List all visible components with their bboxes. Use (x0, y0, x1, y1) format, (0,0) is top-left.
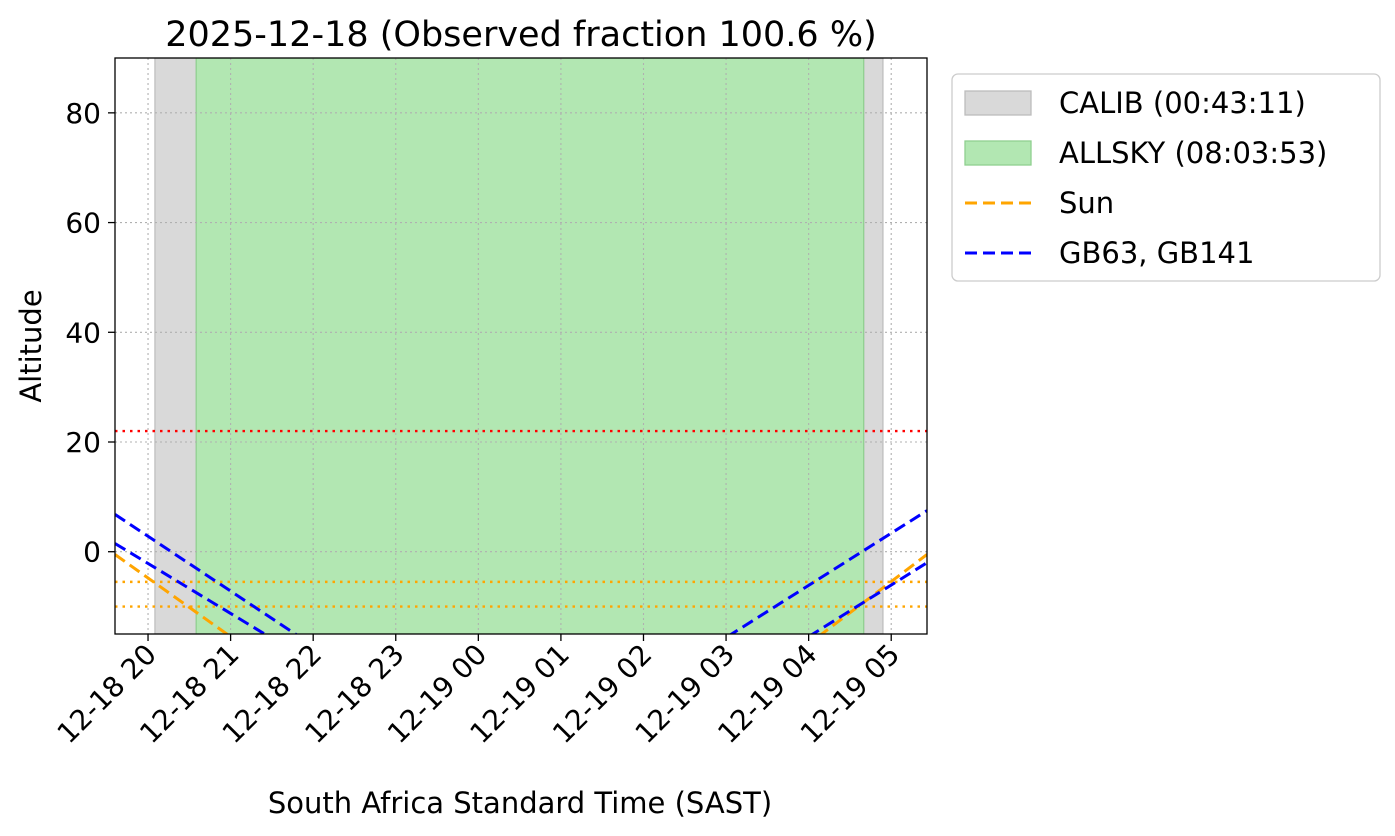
x-axis-label: South Africa Standard Time (SAST) (268, 786, 772, 820)
legend-swatch-1 (964, 140, 1032, 166)
legend: CALIB (00:43:11) ALLSKY (08:03:53) Sun GB63… (951, 73, 1381, 282)
legend-box (951, 73, 1381, 282)
y-axis-label: Altitude (14, 289, 48, 402)
series-1-segment-1 (728, 509, 927, 634)
y-tick-label: 20 (65, 426, 101, 459)
bands-layer (154, 58, 884, 634)
y-tick-label: 40 (65, 316, 101, 349)
series-layer (115, 509, 927, 634)
legend-label-3: GB63, GB141 (1059, 236, 1254, 270)
series-0-segment-0 (115, 553, 230, 634)
hlines-layer (115, 429, 927, 608)
legend-label-1: ALLSKY (08:03:53) (1059, 136, 1327, 170)
legend-label-2: Sun (1059, 186, 1114, 220)
y-axis: 0 20 40 60 80 (65, 97, 115, 569)
y-tick-label: 0 (83, 536, 101, 569)
chart-title: 2025-12-18 (Observed fraction 100.6 %) (165, 15, 877, 55)
grid-layer (115, 58, 927, 634)
legend-swatch-0 (964, 90, 1032, 116)
legend-label-0: CALIB (00:43:11) (1059, 86, 1306, 120)
series-0-segment-1 (819, 553, 927, 634)
series-2-segment-0 (115, 542, 268, 634)
series-1-segment-0 (115, 513, 299, 634)
y-tick-label: 80 (65, 97, 101, 130)
band-1-range-0 (195, 58, 865, 634)
series-2-segment-1 (810, 561, 927, 634)
y-tick-label: 60 (65, 207, 101, 240)
plot-frame (114, 57, 928, 635)
band-0-range-0 (154, 58, 197, 634)
